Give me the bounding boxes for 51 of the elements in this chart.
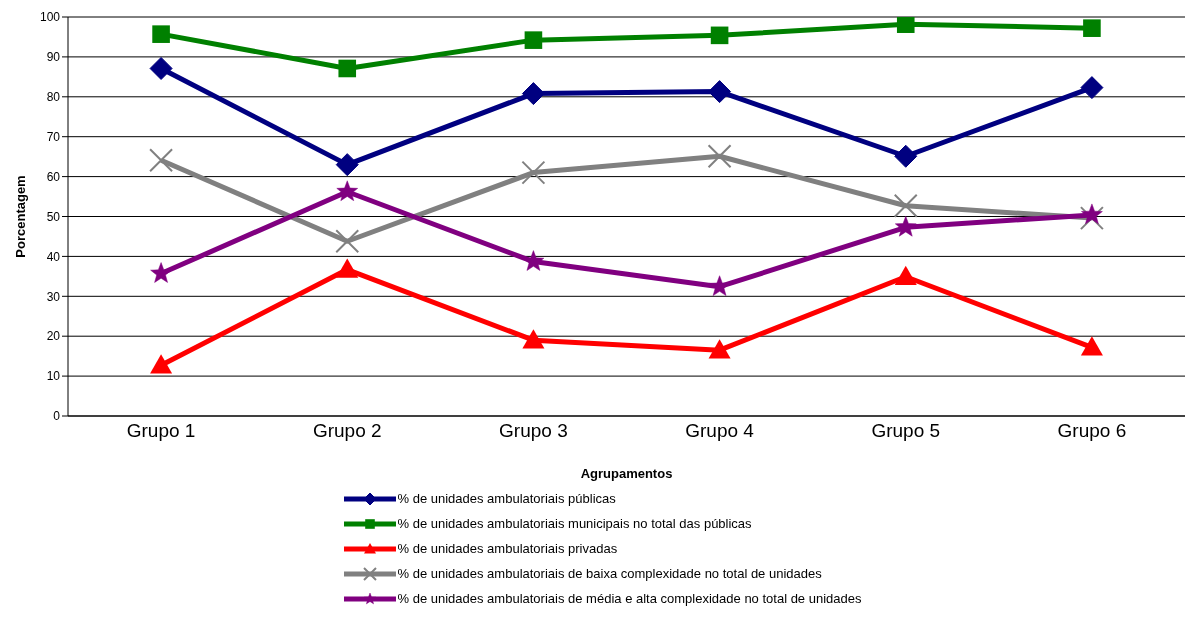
x-tick-label: Grupo 1: [126, 420, 196, 442]
y-tick-label: 50: [46, 209, 61, 224]
y-tick-label: 10: [46, 369, 61, 384]
point: [150, 262, 172, 283]
point: [149, 56, 173, 80]
legend-label: % de unidades ambulatoriais privadas: [397, 541, 618, 556]
point: [335, 153, 359, 177]
x-tick-label: Grupo 6: [1057, 420, 1127, 442]
point: [149, 148, 174, 173]
x-axis-title: Agrupamentos: [580, 466, 673, 481]
x-tick-label: Grupo 5: [871, 420, 941, 442]
point: [152, 25, 170, 43]
point: [1080, 76, 1104, 100]
point: [1080, 336, 1103, 356]
point: [338, 59, 357, 78]
point: [524, 31, 543, 49]
point: [895, 216, 917, 237]
point: [521, 82, 545, 106]
y-tick-label: 100: [39, 10, 61, 25]
y-tick-label: 0: [53, 409, 61, 424]
y-tick-label: 20: [46, 329, 61, 344]
y-tick-label: 60: [46, 169, 61, 184]
point: [521, 160, 546, 185]
point: [150, 354, 173, 374]
legend-label: % de unidades ambulatoriais municipais no total das públicas: [397, 516, 752, 531]
point: [522, 329, 545, 349]
x-tick-label: Grupo 4: [685, 420, 755, 442]
point: [1081, 203, 1103, 225]
point: [336, 258, 359, 278]
point: [894, 265, 917, 285]
point: [894, 144, 918, 168]
point: [336, 180, 358, 201]
legend-label: % de unidades ambulatoriais de média e alta complexidade no total de unidades: [397, 591, 862, 606]
point: [1083, 19, 1101, 37]
y-tick-label: 30: [46, 289, 61, 304]
x-tick-label: Grupo 2: [312, 420, 382, 442]
point: [896, 17, 915, 33]
y-tick-label: 80: [46, 90, 61, 105]
point: [335, 229, 360, 254]
y-axis-title: Porcentagem: [12, 175, 28, 258]
point: [708, 339, 731, 359]
y-tick-label: 70: [46, 129, 61, 144]
point: [893, 193, 918, 218]
legend-label: % de unidades ambulatoriais de baixa complexidade no total de unidades: [397, 566, 822, 581]
legend-label: % de unidades ambulatoriais públicas: [397, 491, 616, 506]
point: [707, 144, 732, 169]
point: [708, 80, 732, 104]
y-tick-label: 90: [46, 50, 61, 65]
y-tick-label: 40: [46, 249, 61, 264]
point: [710, 26, 729, 45]
x-tick-label: Grupo 3: [499, 420, 568, 442]
